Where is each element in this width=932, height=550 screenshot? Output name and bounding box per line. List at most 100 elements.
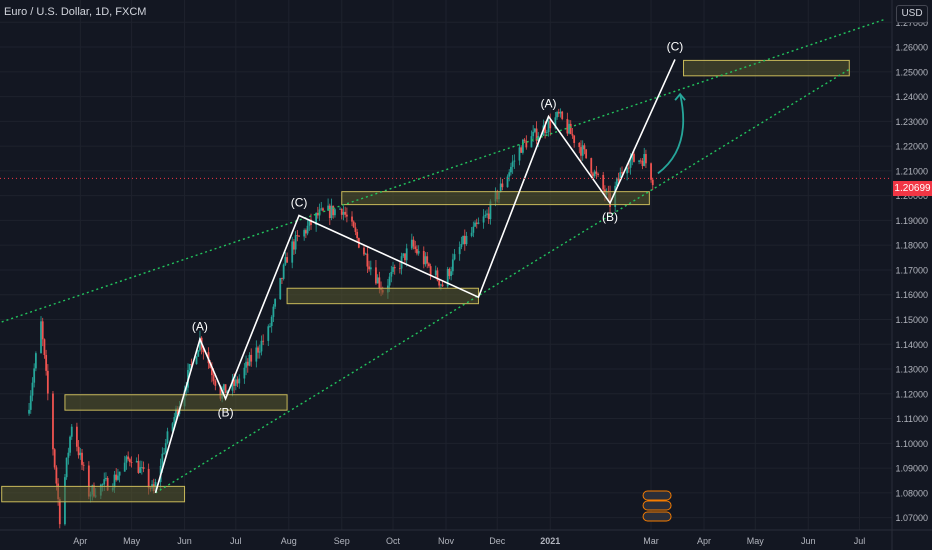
candle-body (117, 475, 119, 480)
candle-body (115, 474, 118, 480)
candle-body (43, 339, 46, 355)
candle-body (246, 361, 249, 366)
candle-body (105, 477, 107, 480)
candle-body (416, 249, 418, 254)
y-tick-label: 1.08000 (895, 488, 928, 498)
candle-body (79, 452, 82, 456)
candle-body (645, 154, 647, 164)
x-tick-label: May (747, 536, 765, 546)
candle-body (28, 409, 30, 414)
channel-line (1, 19, 884, 323)
candle-body (163, 452, 165, 454)
candle-body (602, 174, 605, 190)
candle-body (544, 125, 547, 133)
y-tick-label: 1.16000 (895, 290, 928, 300)
candle-body (639, 160, 642, 162)
candle-body (470, 232, 473, 236)
candle-body (463, 235, 466, 245)
candle-body (402, 253, 405, 257)
candle-body (58, 499, 61, 525)
candle-body (274, 299, 277, 307)
candle-body (210, 368, 213, 376)
candle-body (453, 254, 456, 260)
candle-body (282, 264, 285, 279)
candle-body (475, 222, 478, 224)
candle-body (103, 479, 106, 485)
candle-body (557, 111, 560, 114)
candle-body (40, 321, 42, 354)
wave-lines (154, 59, 676, 494)
time-axis[interactable]: Apr May Jun Jul Aug Sep Oct Nov Dec 2021 Mar Apr May… (0, 529, 932, 546)
candle-body (506, 176, 509, 188)
candle-body (643, 154, 646, 166)
candle-body (303, 230, 306, 237)
candle-body (489, 201, 492, 220)
candle-body (460, 243, 463, 247)
candle-body (342, 211, 345, 215)
candle-body (29, 395, 32, 410)
candle-body (340, 208, 343, 215)
x-tick-label: Dec (489, 536, 506, 546)
event-marker (642, 500, 672, 511)
candle-body (52, 393, 54, 450)
candle-body (306, 225, 309, 234)
wave-label: (C) (667, 39, 684, 53)
x-tick-label: Apr (73, 536, 87, 546)
candle-body (188, 364, 191, 370)
candle-body (164, 443, 167, 453)
wave-path (154, 59, 676, 494)
price-axis[interactable]: 1.270001.260001.250001.240001.230001.220… (891, 0, 928, 550)
candle-body (518, 147, 521, 161)
candle-body (322, 208, 324, 211)
candle-body (458, 246, 461, 255)
candle-body (429, 266, 432, 276)
x-tick-label: May (123, 536, 141, 546)
candle-body (571, 134, 574, 136)
candle-body (545, 131, 548, 133)
candle-body (651, 179, 654, 186)
candle-body (209, 363, 212, 369)
y-tick-label: 1.23000 (895, 117, 928, 127)
candle-body (173, 417, 176, 424)
candle-body (334, 209, 336, 216)
candle-body (222, 384, 225, 391)
candle-body (293, 241, 295, 250)
candle-body (236, 379, 239, 384)
candle-body (595, 171, 598, 174)
candle-body (428, 263, 430, 267)
candle-body (633, 153, 635, 162)
candle-body (46, 370, 49, 394)
candle-body (436, 270, 439, 281)
zone-box (341, 191, 650, 206)
candle-body (487, 213, 490, 220)
candle-body (34, 353, 37, 369)
x-tick-label: Jul (854, 536, 866, 546)
candle-body (123, 462, 126, 472)
candle-body (354, 227, 357, 232)
candle-body (629, 159, 632, 168)
candle-body (238, 378, 241, 384)
candle-body (441, 284, 444, 287)
wave-label: (B) (602, 210, 618, 224)
candle-body (585, 149, 588, 159)
candle-body (581, 145, 584, 156)
candle-body (465, 235, 468, 245)
candle-body (284, 257, 287, 265)
candle-body (81, 452, 83, 465)
candle-body (298, 235, 300, 237)
zone-box (64, 394, 288, 411)
y-tick-label: 1.10000 (895, 439, 928, 449)
candle-body (405, 248, 408, 261)
candle-body (549, 120, 552, 129)
candle-body (426, 256, 429, 264)
candle-body (369, 267, 372, 270)
event-marker (642, 511, 672, 522)
candle-body (140, 467, 143, 468)
candle-body (176, 408, 179, 415)
candle-body (412, 239, 415, 247)
currency-selector[interactable]: USD (896, 5, 928, 23)
zone-box (683, 59, 850, 77)
candle-body (304, 230, 307, 234)
candle-body (621, 172, 623, 174)
